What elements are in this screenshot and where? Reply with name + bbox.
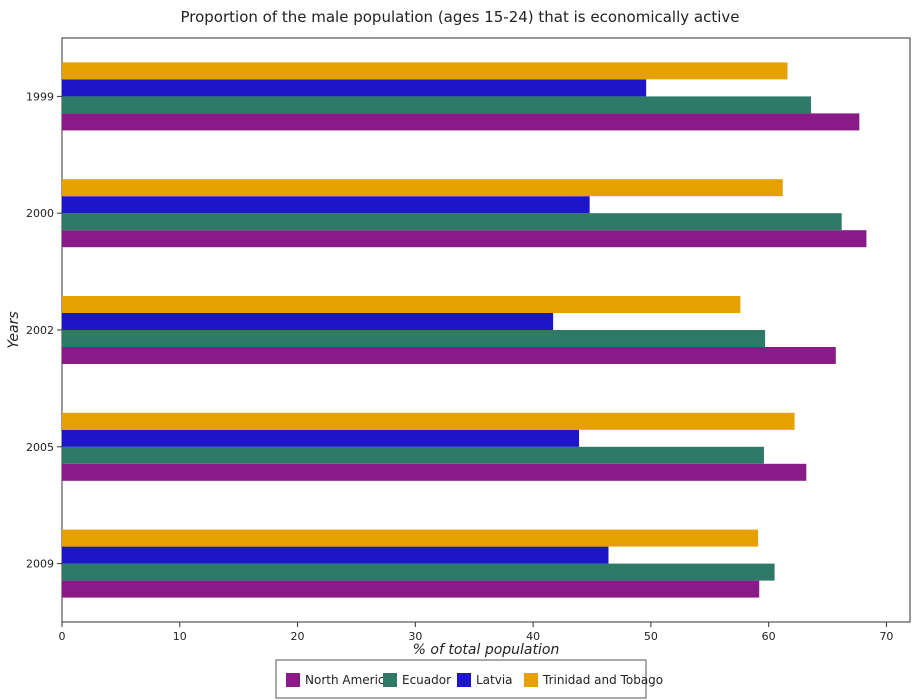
bar-trinidad-and-tobago-2002 <box>62 296 741 313</box>
bar-ecuador-2002 <box>62 330 766 347</box>
x-tick-label: 60 <box>762 630 776 643</box>
bar-north-america-2005 <box>62 463 807 481</box>
legend-swatch-trinidad-and-tobago <box>524 673 538 687</box>
legend-swatch-north-america <box>286 673 300 687</box>
y-tick-label: 2000 <box>26 207 54 220</box>
legend-swatch-ecuador <box>383 673 397 687</box>
bar-trinidad-and-tobago-2009 <box>62 529 759 547</box>
bar-north-america-2002 <box>62 347 836 364</box>
x-axis-ticks: 0 10 20 30 40 50 60 70 <box>59 622 893 643</box>
bar-trinidad-and-tobago-2005 <box>62 412 795 430</box>
x-tick-label: 0 <box>59 630 66 643</box>
legend-label-north-america: North America <box>305 673 392 687</box>
y-tick-label: 2005 <box>26 441 54 454</box>
x-tick-label: 50 <box>644 630 658 643</box>
x-tick-label: 20 <box>291 630 305 643</box>
bar-ecuador-1999 <box>62 96 812 114</box>
x-axis-title: % of total population <box>413 642 560 658</box>
bar-latvia-2005 <box>62 429 580 447</box>
bar-ecuador-2000 <box>62 213 842 231</box>
legend-label-trinidad-and-tobago: Trinidad and Tobago <box>542 673 663 687</box>
bar-trinidad-and-tobago-1999 <box>62 62 788 80</box>
bar-north-america-2000 <box>62 230 867 248</box>
bar-latvia-2009 <box>62 546 609 564</box>
bar-north-america-2009 <box>62 580 760 598</box>
y-axis-title: Years <box>6 311 22 348</box>
bar-latvia-2000 <box>62 196 590 214</box>
legend-label-ecuador: Ecuador <box>402 673 451 687</box>
bars-group <box>62 62 867 598</box>
y-tick-label: 2002 <box>26 324 54 337</box>
legend-swatch-latvia <box>457 673 471 687</box>
legend-label-latvia: Latvia <box>476 673 513 687</box>
bar-trinidad-and-tobago-2000 <box>62 179 783 197</box>
bar-latvia-1999 <box>62 79 647 97</box>
chart-title: Proportion of the male population (ages … <box>180 8 740 26</box>
x-tick-label: 70 <box>879 630 893 643</box>
y-tick-label: 1999 <box>26 90 54 103</box>
y-axis-ticks: 1999 2000 2002 2005 2009 <box>26 90 62 571</box>
y-tick-label: 2009 <box>26 558 54 571</box>
bar-latvia-2002 <box>62 313 554 330</box>
legend: North America Ecuador Latvia Trinidad and T… <box>275 659 663 699</box>
bar-ecuador-2009 <box>62 563 775 581</box>
bar-north-america-1999 <box>62 113 860 131</box>
x-tick-label: 30 <box>408 630 422 643</box>
x-tick-label: 40 <box>526 630 540 643</box>
x-tick-label: 10 <box>173 630 187 643</box>
bar-ecuador-2005 <box>62 446 764 464</box>
